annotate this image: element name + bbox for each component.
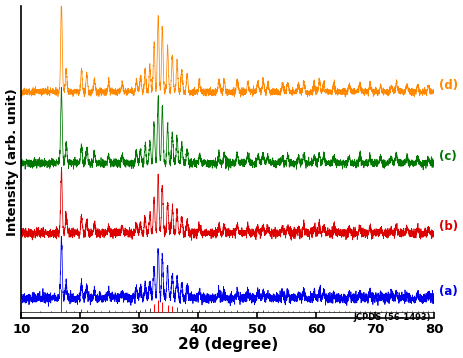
Text: JCPDS (56-1493): JCPDS (56-1493) bbox=[354, 313, 431, 322]
Text: (a): (a) bbox=[439, 285, 458, 299]
Text: (b): (b) bbox=[439, 221, 458, 233]
X-axis label: 2θ (degree): 2θ (degree) bbox=[178, 338, 278, 352]
Y-axis label: Intensity (arb. unit): Intensity (arb. unit) bbox=[6, 88, 19, 236]
Text: (c): (c) bbox=[439, 150, 457, 163]
Text: (d): (d) bbox=[439, 79, 458, 92]
